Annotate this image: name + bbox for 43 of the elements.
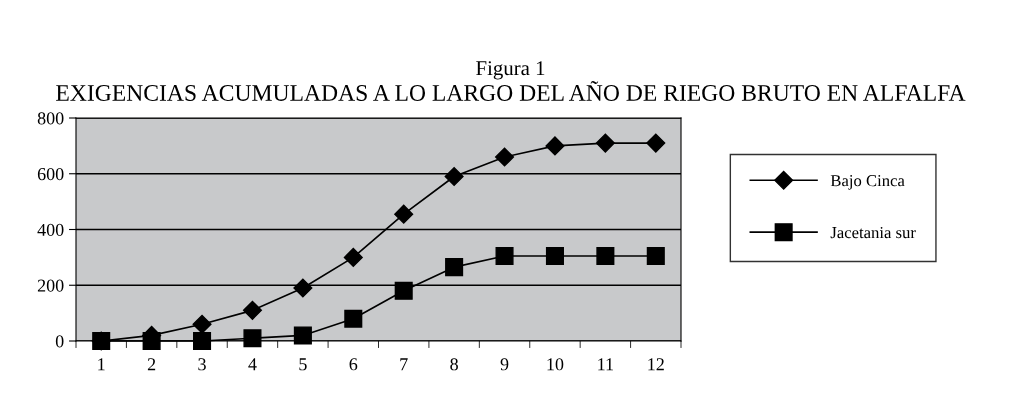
point	[495, 147, 515, 167]
x-tick-label: 12	[648, 358, 664, 371]
point	[192, 314, 212, 334]
x-tick-label: 8	[450, 358, 458, 371]
point	[595, 133, 615, 153]
legend-label: Bajo Cinca	[830, 175, 905, 190]
point	[343, 247, 363, 267]
x-tick-label: 5	[299, 358, 307, 371]
point	[193, 331, 212, 351]
x-tick-label: 2	[147, 358, 156, 371]
point	[444, 167, 464, 187]
point	[394, 281, 413, 300]
point	[646, 133, 666, 153]
y-tick-label: 800	[37, 112, 64, 125]
x-tick-label: 6	[349, 358, 358, 371]
point	[545, 136, 565, 156]
point	[293, 278, 313, 298]
x-tick-label: 1	[98, 358, 105, 371]
point	[394, 204, 414, 224]
point	[545, 246, 564, 266]
x-tick-label: 10	[547, 358, 564, 371]
y-tick-label: 200	[37, 279, 64, 292]
x-tick-label: 9	[500, 358, 509, 371]
x-tick-label: 4	[248, 358, 257, 371]
x-tick-label: 3	[198, 358, 206, 371]
legend-label: Jacetania sur	[830, 226, 916, 239]
point	[242, 300, 262, 320]
point	[92, 331, 111, 351]
x-tick-label: 7	[400, 358, 408, 371]
point	[243, 329, 262, 348]
y-tick-label: 400	[37, 223, 64, 236]
x-tick-label: 11	[598, 358, 613, 371]
point	[142, 331, 161, 351]
chart-title: Figura 1	[476, 61, 545, 80]
point	[596, 246, 615, 266]
point	[646, 246, 665, 266]
point	[495, 246, 514, 266]
point	[445, 258, 464, 277]
point	[344, 309, 363, 328]
point	[293, 326, 312, 345]
y-tick-label: 0	[55, 335, 64, 348]
y-tick-label: 600	[37, 168, 64, 181]
chart-subtitle: EXIGENCIAS ACUMULADAS A LO LARGO DEL AÑO DE RIEGO BRUTO EN ALFALFA	[56, 80, 966, 101]
